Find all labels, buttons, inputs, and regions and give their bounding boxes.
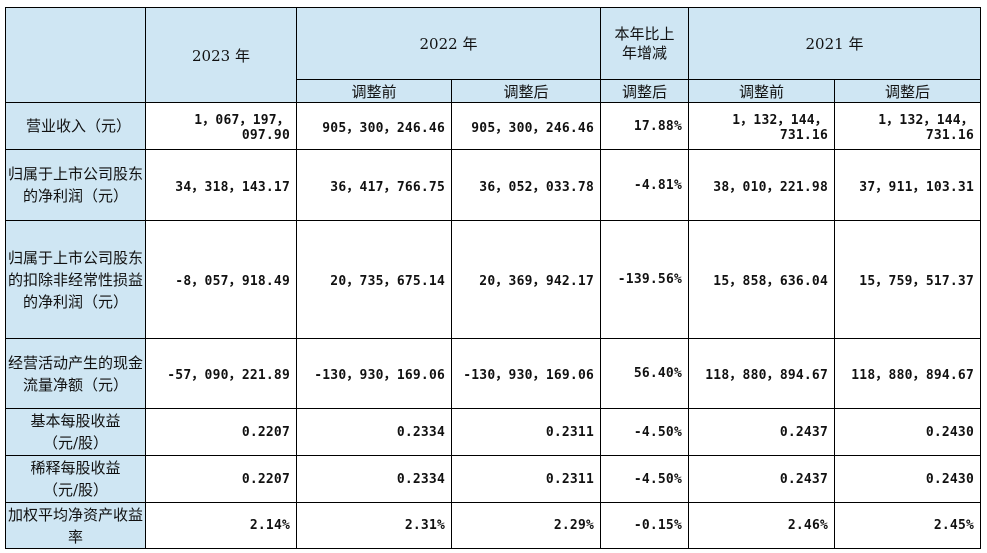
cell-2023: -8，057，918.49 xyxy=(145,220,297,339)
cell-2021-before: 2.46% xyxy=(688,502,835,549)
cell-2021-after: 0.2430 xyxy=(834,408,981,456)
row-label: 归属于上市公司股东的净利润（元） xyxy=(5,149,146,221)
cell-change: -139.56% xyxy=(600,220,689,339)
cell-2023: 34，318，143.17 xyxy=(145,149,297,221)
cell-2022-after: 0.2311 xyxy=(451,408,601,456)
table-row: 归属于上市公司股东的净利润（元） 34，318，143.17 36，417，76… xyxy=(5,149,981,221)
cell-change: 56.40% xyxy=(600,338,689,409)
cell-2022-before: 0.2334 xyxy=(296,455,452,503)
financial-table: 2023 年 2022 年 本年比上年增减 2021 年 调整前 调整后 调整后… xyxy=(5,7,981,549)
cell-2021-before: 0.2437 xyxy=(688,408,835,456)
cell-2022-after: -130，930，169.06 xyxy=(451,338,601,409)
cell-2022-before: -130，930，169.06 xyxy=(296,338,452,409)
header-2021-after: 调整后 xyxy=(834,79,981,103)
cell-change: 17.88% xyxy=(600,102,689,150)
cell-2021-before: 1，132，144，731.16 xyxy=(688,102,835,150)
cell-2021-after: 2.45% xyxy=(834,502,981,549)
cell-change: -4.81% xyxy=(600,149,689,221)
cell-2021-before: 0.2437 xyxy=(688,455,835,503)
header-change-after: 调整后 xyxy=(600,79,689,103)
cell-2021-before: 15，858，636.04 xyxy=(688,220,835,339)
cell-2023: 2.14% xyxy=(145,502,297,549)
cell-2023: -57，090，221.89 xyxy=(145,338,297,409)
cell-2021-after: 0.2430 xyxy=(834,455,981,503)
header-2022-before: 调整前 xyxy=(296,79,452,103)
cell-2021-after: 15，759，517.37 xyxy=(834,220,981,339)
cell-2022-before: 36，417，766.75 xyxy=(296,149,452,221)
header-2022-after: 调整后 xyxy=(451,79,601,103)
header-2021: 2021 年 xyxy=(688,7,981,80)
row-label: 基本每股收益（元/股） xyxy=(5,408,146,456)
cell-change: -4.50% xyxy=(600,455,689,503)
corner-cell xyxy=(5,7,146,103)
cell-2023: 0.2207 xyxy=(145,408,297,456)
cell-2021-before: 38，010，221.98 xyxy=(688,149,835,221)
table-row: 稀释每股收益（元/股） 0.2207 0.2334 0.2311 -4.50% … xyxy=(5,455,981,503)
row-label: 加权平均净资产收益率 xyxy=(5,502,146,549)
table-row: 加权平均净资产收益率 2.14% 2.31% 2.29% -0.15% 2.46… xyxy=(5,502,981,549)
financial-summary: 2023 年 2022 年 本年比上年增减 2021 年 调整前 调整后 调整后… xyxy=(5,7,981,549)
header-change: 本年比上年增减 xyxy=(600,7,689,80)
cell-2022-before: 905，300，246.46 xyxy=(296,102,452,150)
table-row: 经营活动产生的现金流量净额（元） -57，090，221.89 -130，930… xyxy=(5,338,981,409)
cell-2022-before: 20，735，675.14 xyxy=(296,220,452,339)
cell-2022-after: 905，300，246.46 xyxy=(451,102,601,150)
header-2023: 2023 年 xyxy=(145,7,297,103)
header-2021-before: 调整前 xyxy=(688,79,835,103)
cell-2022-after: 0.2311 xyxy=(451,455,601,503)
header-2022: 2022 年 xyxy=(296,7,601,80)
cell-2022-after: 2.29% xyxy=(451,502,601,549)
cell-2022-after: 36，052，033.78 xyxy=(451,149,601,221)
cell-2022-after: 20，369，942.17 xyxy=(451,220,601,339)
cell-2022-before: 0.2334 xyxy=(296,408,452,456)
cell-2021-before: 118，880，894.67 xyxy=(688,338,835,409)
row-label: 归属于上市公司股东的扣除非经常性损益的净利润（元） xyxy=(5,220,146,339)
table-row: 基本每股收益（元/股） 0.2207 0.2334 0.2311 -4.50% … xyxy=(5,408,981,456)
cell-2021-after: 118，880，894.67 xyxy=(834,338,981,409)
table-row: 归属于上市公司股东的扣除非经常性损益的净利润（元） -8，057，918.49 … xyxy=(5,220,981,339)
cell-2021-after: 1，132，144，731.16 xyxy=(834,102,981,150)
row-label: 营业收入（元） xyxy=(5,102,146,150)
cell-2023: 1，067，197，097.90 xyxy=(145,102,297,150)
table-row: 营业收入（元） 1，067，197，097.90 905，300，246.46 … xyxy=(5,102,981,150)
cell-change: -0.15% xyxy=(600,502,689,549)
cell-change: -4.50% xyxy=(600,408,689,456)
row-label: 稀释每股收益（元/股） xyxy=(5,455,146,503)
cell-2023: 0.2207 xyxy=(145,455,297,503)
cell-2021-after: 37，911，103.31 xyxy=(834,149,981,221)
row-label: 经营活动产生的现金流量净额（元） xyxy=(5,338,146,409)
cell-2022-before: 2.31% xyxy=(296,502,452,549)
